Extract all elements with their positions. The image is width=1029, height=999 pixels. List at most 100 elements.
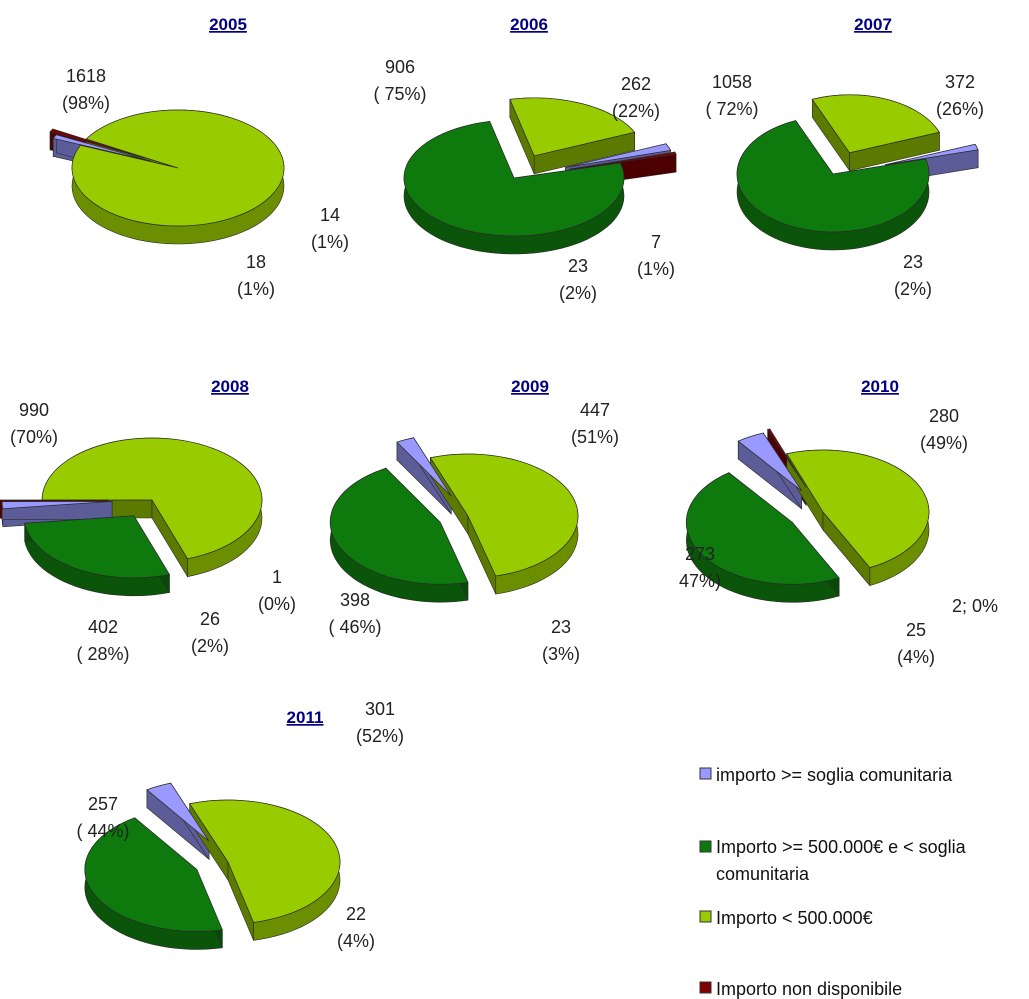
pie-slice-importo_lt_500k — [189, 799, 341, 923]
data-label-importo_soglia-line2: (4%) — [337, 931, 375, 951]
data-label-importo_500k_soglia-line1: 906 — [385, 57, 415, 77]
data-label-importo_500k_soglia-line2: ( 75%) — [373, 84, 426, 104]
data-label-importo_500k_soglia-line1: 398 — [340, 590, 370, 610]
data-label-importo_soglia-line1: 23 — [568, 256, 588, 276]
pie-slice-importo_lt_500k — [429, 453, 579, 577]
data-label-importo_500k_soglia-line2: 47%) — [679, 571, 721, 591]
data-label-importo_lt_500k-line2: (98%) — [62, 93, 110, 113]
legend-swatch-importo-500k-soglia — [699, 840, 712, 853]
data-label-non_disponibile-line2: (1%) — [311, 232, 349, 252]
legend-swatch-importo-soglia — [699, 767, 712, 780]
data-label-importo_soglia-line2: (2%) — [559, 283, 597, 303]
pie-chart-2011: 2011 301 (52%) 257 ( 44%) 22 (4%) — [76, 699, 404, 951]
pie-slice-importo_500k_soglia — [403, 121, 625, 237]
data-label-importo_500k_soglia-line2: ( 46%) — [328, 617, 381, 637]
data-label-importo_lt_500k-line1: 447 — [580, 400, 610, 420]
data-label-importo_soglia-line2: (1%) — [237, 279, 275, 299]
data-label-importo_500k_soglia-line1: 273 — [685, 544, 715, 564]
data-label-importo_soglia-line1: 22 — [346, 904, 366, 924]
data-label-importo_500k_soglia-line2: ( 72%) — [705, 99, 758, 119]
legend-item-importo-lt-500k: Importo < 500.000€ — [699, 908, 873, 928]
pie-chart-2006: 2006 906 ( 75%) 262 (22%) 23 (2%) 7 (1%) — [373, 15, 677, 303]
pie-slice-importo_lt_500k — [71, 109, 285, 227]
data-label-importo_soglia-line1: 23 — [551, 617, 571, 637]
legend-label-importo-lt-500k: Importo < 500.000€ — [716, 908, 873, 928]
pie-slice-non_disponibile — [569, 151, 677, 170]
pie-chart-2007: 2007 1058 ( 72%) 372 (26%) 23 (2%) — [705, 15, 984, 299]
data-label-importo_500k_soglia-line1: 257 — [88, 794, 118, 814]
data-label-importo_soglia-line1: 26 — [200, 609, 220, 629]
pie-slice-importo_soglia — [565, 143, 672, 168]
chart-title: 2008 — [211, 377, 249, 396]
pie-slice-importo_lt_500k — [509, 97, 636, 157]
legend-swatch-importo-lt-500k — [699, 910, 712, 923]
chart-title: 2007 — [854, 15, 892, 34]
data-label-importo_soglia-line2: (4%) — [897, 647, 935, 667]
data-label-importo_500k_soglia-line2: ( 44%) — [76, 821, 129, 841]
legend-swatch-non-disponibile — [699, 981, 712, 994]
data-label-importo_soglia-line2: (3%) — [542, 644, 580, 664]
pie-charts: 2005 1618 (98%) 18 (1%) 14 (1%) 2006 906 ( 75%) 26… — [0, 15, 998, 951]
data-label-importo_lt_500k-line1: 990 — [19, 400, 49, 420]
chart-title: 2006 — [510, 15, 548, 34]
data-label-non_disponibile-line1: 7 — [651, 232, 661, 252]
chart-title: 2009 — [511, 377, 549, 396]
pie-chart-2008: 2008 990 (70%) 402 ( 28%) 26 (2%) 1 (0%) — [0, 377, 296, 664]
data-label-non_disponibile-line1: 1 — [272, 567, 282, 587]
data-label-non_disponibile-line1: 2; 0% — [952, 596, 998, 616]
chart-title: 2005 — [209, 15, 247, 34]
data-label-non_disponibile-line1: 14 — [320, 205, 340, 225]
pie-chart-2005: 2005 1618 (98%) 18 (1%) 14 (1%) — [49, 15, 349, 299]
data-label-importo_lt_500k-line2: (49%) — [920, 433, 968, 453]
legend-item-importo-500k-soglia: Importo >= 500.000€ e < soglia comunitar… — [699, 837, 967, 884]
pie-slice-importo_soglia — [885, 143, 979, 166]
legend-label-importo-500k-soglia-line1: Importo >= 500.000€ e < soglia — [716, 837, 967, 857]
pie-slice-importo_lt_500k — [41, 437, 263, 560]
legend-item-non-disponibile: Importo non disponibile — [699, 979, 902, 999]
pie-slice-non_disponibile — [767, 428, 807, 488]
data-label-importo_soglia-line1: 23 — [903, 252, 923, 272]
pie-slice-importo_500k_soglia — [329, 467, 469, 585]
data-label-importo_lt_500k-line2: (52%) — [356, 726, 404, 746]
data-label-importo_lt_500k-line2: (22%) — [612, 101, 660, 121]
pie-slice-importo_soglia — [52, 134, 151, 162]
data-label-importo_lt_500k-line2: (26%) — [936, 99, 984, 119]
pie-slice-importo_500k_soglia — [736, 120, 930, 233]
pie-slice-importo_soglia — [146, 782, 210, 842]
pie-slice-importo_500k_soglia — [84, 817, 223, 932]
data-label-importo_soglia-line1: 25 — [906, 620, 926, 640]
data-label-importo_soglia-line2: (2%) — [894, 279, 932, 299]
pie-slice-importo_500k_soglia — [24, 515, 170, 579]
pie-slice-importo_soglia — [1, 501, 113, 510]
data-label-non_disponibile-line2: (1%) — [637, 259, 675, 279]
pie-slice-importo_lt_500k — [786, 449, 930, 569]
chart-title: 2010 — [861, 377, 899, 396]
pie-chart-2009: 2009 447 (51%) 398 ( 46%) 23 (3%) — [328, 377, 619, 664]
legend-label-importo-500k-soglia-line2: comunitaria — [716, 864, 810, 884]
pie-chart-2010: 2010 280 (49%) 273 47%) 25 (4%) 2; 0% — [679, 377, 998, 667]
data-label-importo_lt_500k-line2: (51%) — [571, 427, 619, 447]
data-label-importo_soglia-line1: 18 — [246, 252, 266, 272]
data-label-importo_500k_soglia-line2: ( 28%) — [76, 644, 129, 664]
data-label-importo_lt_500k-line1: 280 — [929, 406, 959, 426]
pie-slice-importo_500k_soglia — [685, 472, 840, 585]
legend-label-importo-soglia: importo >= soglia comunitaria — [716, 765, 953, 785]
legend: importo >= soglia comunitaria Importo >=… — [699, 765, 967, 999]
data-label-importo_lt_500k-line1: 262 — [621, 74, 651, 94]
legend-label-non-disponibile: Importo non disponibile — [716, 979, 902, 999]
data-label-non_disponibile-line2: (0%) — [258, 594, 296, 614]
chart-title: 2011 — [287, 708, 324, 727]
data-label-importo_lt_500k-line2: (70%) — [10, 427, 58, 447]
data-label-importo_lt_500k-line1: 372 — [945, 72, 975, 92]
pie-slice-importo_lt_500k — [811, 94, 940, 154]
pie-slice-non_disponibile — [49, 128, 145, 159]
pie-slice-importo_soglia — [396, 437, 452, 497]
legend-item-importo-soglia: importo >= soglia comunitaria — [699, 765, 953, 785]
data-label-importo_soglia-line2: (2%) — [191, 636, 229, 656]
data-label-importo_lt_500k-line1: 301 — [365, 699, 395, 719]
data-label-importo_500k_soglia-line1: 402 — [88, 617, 118, 637]
pie-slice-importo_soglia — [737, 432, 802, 492]
data-label-importo_500k_soglia-line1: 1058 — [712, 72, 752, 92]
data-label-importo_lt_500k-line1: 1618 — [66, 66, 106, 86]
